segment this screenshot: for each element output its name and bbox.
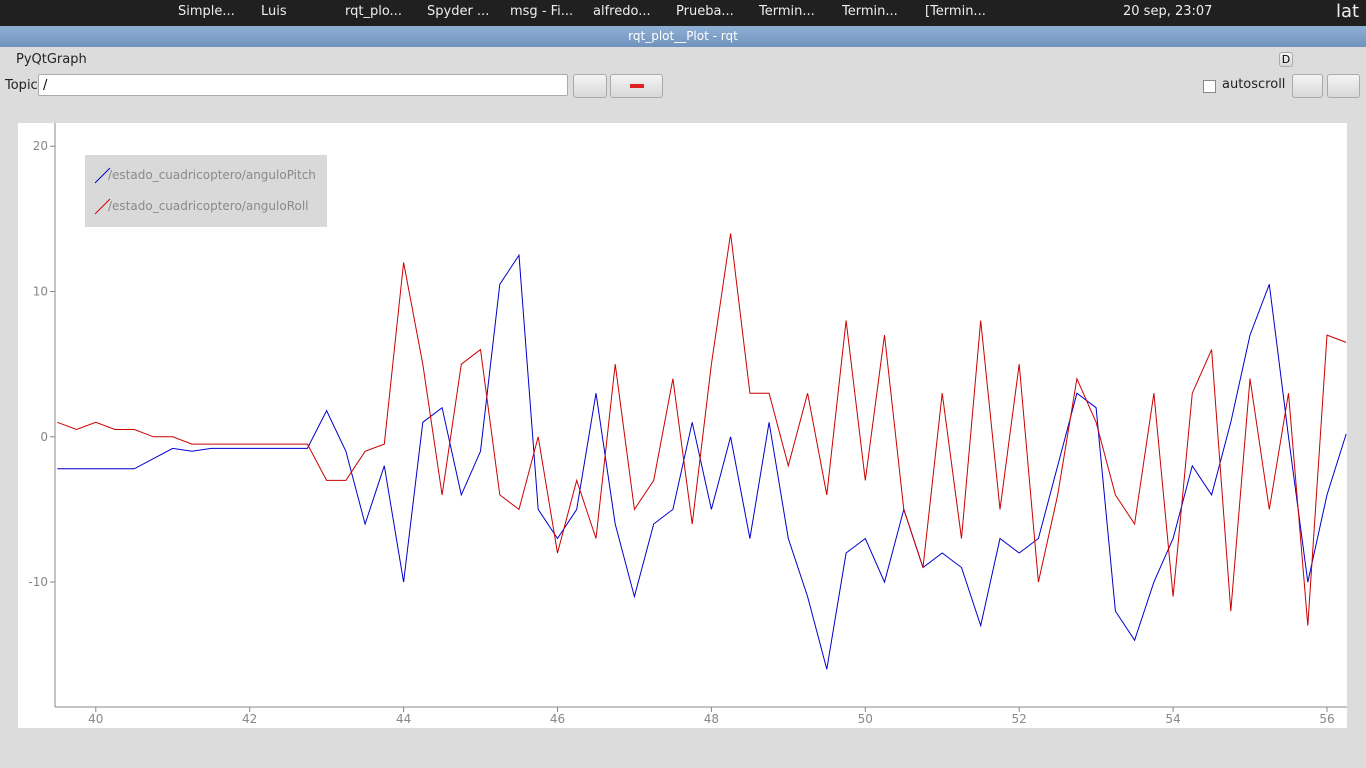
x-tick-label: 56 (1319, 712, 1334, 726)
x-tick-label: 44 (396, 712, 411, 726)
x-tick-label: 54 (1165, 712, 1180, 726)
legend-swatch (94, 167, 111, 184)
topic-label: Topic (5, 78, 38, 93)
y-tick-label: 0 (40, 430, 48, 444)
task[interactable]: Prueba... (676, 4, 734, 19)
x-tick-label: 50 (858, 712, 873, 726)
remove-button[interactable] (610, 74, 663, 98)
x-tick-label: 40 (88, 712, 103, 726)
task[interactable]: Termin... (759, 4, 815, 19)
y-tick-label: 10 (33, 285, 48, 299)
legend: /estado_cuadricoptero/anguloPitch/estado… (85, 155, 327, 227)
series-line (57, 233, 1347, 626)
task[interactable]: Spyder ... (427, 4, 490, 19)
pause-button[interactable] (1292, 74, 1323, 98)
task[interactable]: Simple... (178, 4, 235, 19)
add-button[interactable] (573, 74, 607, 98)
series-line (57, 253, 1347, 670)
x-tick-label: 48 (704, 712, 719, 726)
legend-label: /estado_cuadricoptero/anguloRoll (108, 199, 309, 213)
clock: 20 sep, 23:07 (1123, 4, 1213, 19)
task[interactable]: [Termin... (925, 4, 986, 19)
legend-label: /estado_cuadricoptero/anguloPitch (108, 168, 316, 182)
legend-box (85, 155, 327, 227)
legend-swatch (94, 198, 111, 215)
task[interactable]: msg - Fi... (510, 4, 574, 19)
autoscroll-label: autoscroll (1222, 77, 1286, 92)
x-tick-label: 46 (550, 712, 565, 726)
plot: 40 42 44 46 48 50 52 54 56 -10 0 10 20/estado_cuadri… (18, 123, 1347, 728)
y-tick-label: -10 (28, 575, 48, 589)
task[interactable]: alfredo... (593, 4, 651, 19)
checkbox[interactable] (1203, 80, 1216, 93)
remove-icon (630, 84, 644, 88)
plugin-name: PyQtGraph (16, 52, 87, 67)
topic-input[interactable]: / (38, 74, 568, 96)
x-tick-label: 52 (1012, 712, 1027, 726)
task[interactable]: rqt_plo... (345, 4, 402, 19)
window-title: rqt_plot__Plot - rqt (0, 26, 1366, 47)
clear-button[interactable] (1327, 74, 1360, 98)
task[interactable]: Luis (261, 4, 287, 19)
x-tick-label: 42 (242, 712, 257, 726)
task[interactable]: Termin... (842, 4, 898, 19)
taskbar: Simple... Luis rqt_plo... Spyder ... msg… (0, 0, 1366, 26)
keyboard-layout[interactable]: lat (1336, 1, 1360, 22)
plugin-button[interactable]: D (1279, 52, 1293, 67)
y-tick-label: 20 (33, 139, 48, 153)
